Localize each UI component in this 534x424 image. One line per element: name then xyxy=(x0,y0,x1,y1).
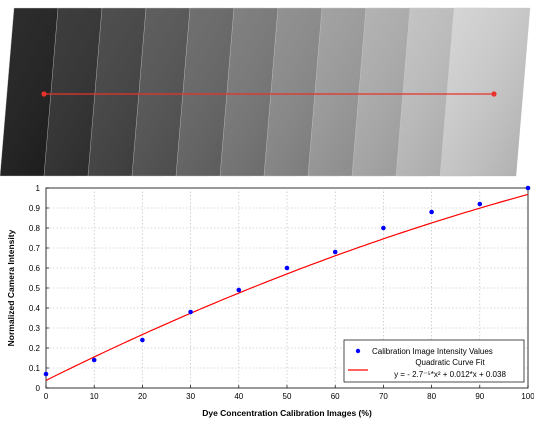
data-point xyxy=(91,357,97,363)
data-point xyxy=(43,371,49,377)
x-tick-label: 80 xyxy=(427,392,436,401)
calibration-image-stack xyxy=(0,7,531,177)
x-tick-label: 10 xyxy=(90,392,99,401)
legend-box xyxy=(343,339,525,383)
legend-entry-fit: Quadratic Curve Fit xyxy=(415,358,485,367)
y-tick-label: 0.5 xyxy=(29,284,41,293)
y-tick-label: 0.2 xyxy=(29,344,41,353)
legend-fit-equation: y = - 2.7⁻⁵*x² + 0.012*x + 0.038 xyxy=(394,370,506,379)
y-tick-label: 1 xyxy=(36,184,41,193)
legend-entry-points: Calibration Image Intensity Values xyxy=(372,347,493,356)
x-tick-label: 30 xyxy=(186,392,195,401)
x-tick-label: 60 xyxy=(331,392,340,401)
x-tick-label: 0 xyxy=(44,392,49,401)
y-tick-label: 0.6 xyxy=(29,264,41,273)
x-tick-label: 100 xyxy=(521,392,534,401)
x-axis-ticks: 0 10 20 30 40 50 60 70 80 90 100 xyxy=(44,385,534,401)
x-axis-label: Dye Concentration Calibration Images (%) xyxy=(202,408,372,418)
data-point xyxy=(381,225,386,231)
legend-point-marker xyxy=(355,348,361,354)
data-point xyxy=(525,185,531,191)
y-axis-label: Normalized Camera Intensity xyxy=(6,229,16,346)
x-tick-label: 70 xyxy=(379,392,388,401)
data-point xyxy=(477,201,483,207)
x-tick-label: 90 xyxy=(475,392,484,401)
data-point xyxy=(188,309,193,315)
y-tick-label: 0.3 xyxy=(29,324,41,333)
x-tick-label: 50 xyxy=(283,392,292,401)
y-tick-label: 0.1 xyxy=(29,364,41,373)
fit-curve-line xyxy=(45,193,529,381)
frame-shading xyxy=(440,8,530,176)
data-points xyxy=(43,185,531,377)
data-point xyxy=(429,209,434,215)
y-tick-label: 0.4 xyxy=(29,304,41,313)
y-axis-ticks: 0 0.1 0.2 0.3 0.4 0.5 0.6 0.7 0.8 0.9 1 xyxy=(29,184,49,393)
y-tick-label: 0.9 xyxy=(29,204,41,213)
y-tick-label: 0.7 xyxy=(29,244,41,253)
data-point xyxy=(284,265,290,271)
y-tick-label: 0.8 xyxy=(29,224,41,233)
x-tick-label: 40 xyxy=(234,392,243,401)
x-tick-label: 20 xyxy=(138,392,147,401)
data-point xyxy=(332,249,338,255)
legend: Calibration Image Intensity Values Quadr… xyxy=(343,339,525,383)
profile-end-marker xyxy=(491,91,497,97)
y-tick-label: 0 xyxy=(36,384,41,393)
calibration-chart: 0 10 20 30 40 50 60 70 80 90 100 00.10.20.30.40.50… xyxy=(6,184,534,418)
profile-start-marker xyxy=(41,91,47,97)
data-point xyxy=(236,287,242,293)
data-point xyxy=(140,337,145,343)
